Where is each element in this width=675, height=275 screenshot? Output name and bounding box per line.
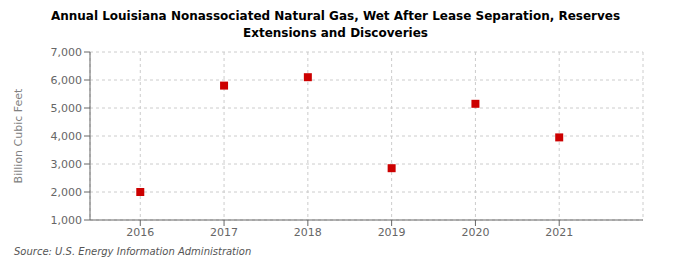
svg-text:4,000: 4,000 — [51, 130, 83, 143]
svg-text:2021: 2021 — [545, 226, 573, 239]
svg-text:2019: 2019 — [378, 226, 406, 239]
svg-text:1,000: 1,000 — [51, 214, 83, 227]
svg-text:2020: 2020 — [461, 226, 489, 239]
svg-text:Billion Cubic Feet: Billion Cubic Feet — [12, 88, 25, 183]
html-text:Annual Louisiana Nonassociated: Annual Louisiana Nonassociated Natural G… — [50, 9, 621, 40]
svg-text:5,000: 5,000 — [51, 102, 83, 115]
html-text:Source: U.S. Energy Informatio: Source: U.S. Energy Information Administ… — [14, 246, 252, 257]
svg-text:3,000: 3,000 — [51, 158, 83, 171]
svg-text:2018: 2018 — [294, 226, 322, 239]
svg-text:2,000: 2,000 — [51, 186, 83, 199]
svg-text:6,000: 6,000 — [51, 74, 83, 87]
svg-text:2017: 2017 — [210, 226, 238, 239]
svg-text:7,000: 7,000 — [51, 46, 83, 59]
svg-text:2016: 2016 — [126, 226, 154, 239]
